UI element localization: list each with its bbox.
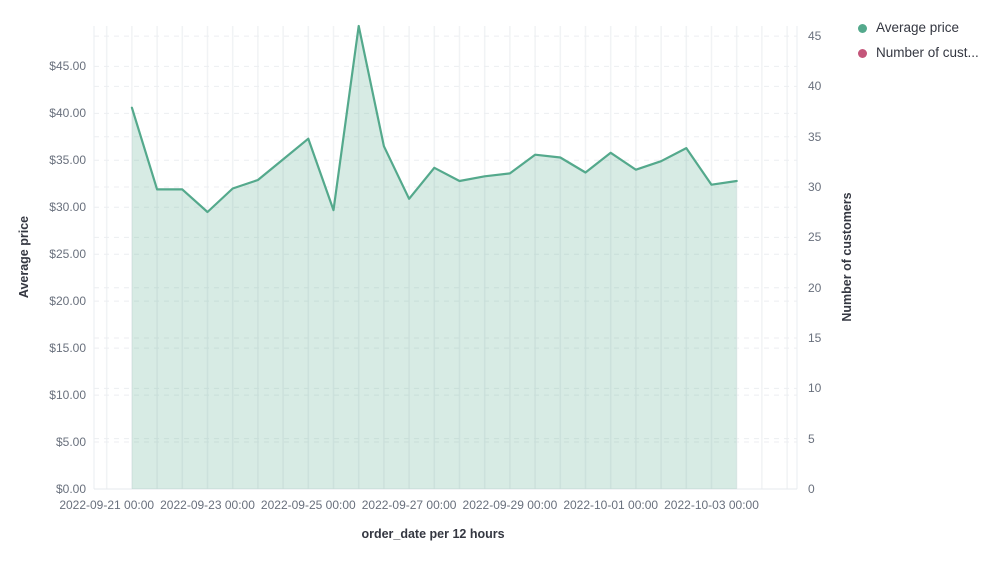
x-axis-tick-label: 2022-09-23 00:00	[160, 498, 255, 512]
legend: Average price Number of cust...	[858, 20, 979, 61]
right-axis-tick-label: 30	[808, 180, 822, 195]
left-axis-tick-label: $45.00	[49, 59, 86, 74]
legend-item-average-price[interactable]: Average price	[858, 20, 979, 36]
legend-dot-average-price-icon	[858, 23, 867, 33]
right-axis-tick-label: 45	[808, 29, 822, 44]
right-axis-tick-label: 25	[808, 230, 822, 245]
left-axis-tick-label: $0.00	[55, 482, 86, 496]
left-axis-tick-label: $40.00	[49, 106, 86, 121]
right-axis-tick-label: 15	[808, 331, 822, 346]
left-axis-tick-label: $35.00	[49, 153, 86, 168]
legend-item-number-of-customers[interactable]: Number of cust...	[858, 45, 979, 61]
average-price-line[interactable]	[130, 24, 738, 214]
legend-dot-number-of-customers-icon	[858, 48, 867, 58]
x-axis-tick-label: 2022-10-01 00:00	[563, 498, 659, 512]
left-axis-tick-label: $10.00	[49, 388, 86, 403]
x-axis-tick-label: 2022-09-21 00:00	[59, 498, 155, 512]
x-axis-tick-label: 2022-09-27 00:00	[361, 498, 457, 512]
x-axis-tick-label: 2022-09-29 00:00	[462, 498, 558, 512]
right-axis-title: Number of customers	[840, 192, 854, 322]
left-axis-tick-label: $5.00	[55, 435, 86, 450]
x-axis-tick-label: 2022-09-25 00:00	[260, 498, 356, 512]
left-axis-tick-label: $20.00	[49, 294, 86, 309]
left-axis-tick-label: $25.00	[49, 247, 86, 262]
left-axis-tick-label: $30.00	[49, 200, 86, 215]
right-axis-tick-label: 20	[808, 280, 822, 295]
left-axis-tick-label: $15.00	[49, 341, 86, 356]
left-axis-title: Average price	[17, 215, 31, 299]
right-axis-tick-label: 5	[808, 431, 815, 446]
right-axis-tick-label: 0	[808, 482, 815, 496]
legend-label-number-of-customers: Number of cust...	[876, 45, 979, 60]
x-axis-tick-label: 2022-10-03 00:00	[664, 498, 759, 512]
right-axis-tick-label: 40	[808, 79, 822, 94]
x-axis-title: order_date per 12 hours	[361, 527, 505, 541]
average-price-area[interactable]	[131, 26, 737, 489]
right-axis-tick-label: 10	[808, 381, 822, 396]
legend-label-average-price: Average price	[876, 20, 960, 35]
right-axis-tick-label: 35	[808, 129, 822, 144]
